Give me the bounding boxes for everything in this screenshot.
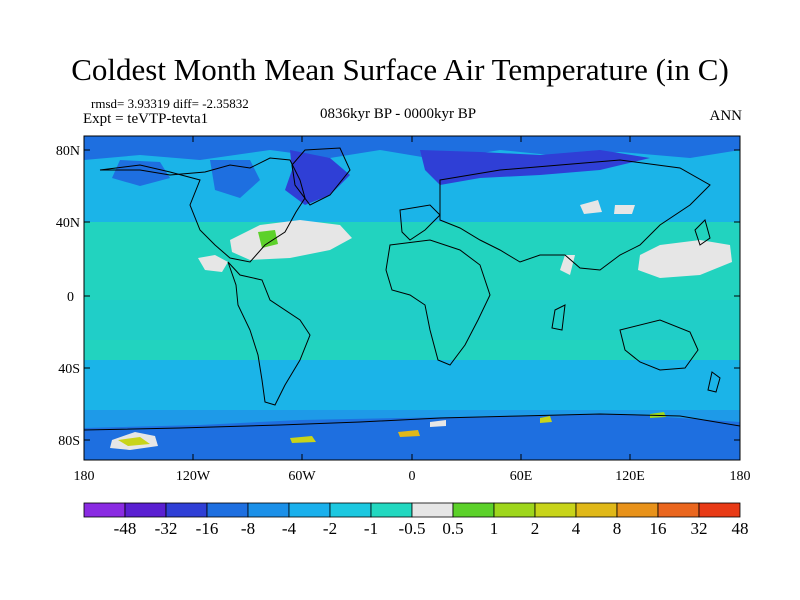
- lat-label-40n: 40N: [56, 216, 80, 231]
- australia-coast: [619, 319, 699, 371]
- warm-spot-us-east: [258, 230, 278, 248]
- colorbar: [83, 502, 741, 518]
- colorbar-label: 48: [732, 519, 749, 538]
- colorbar-swatch: [411, 502, 454, 518]
- greenland-coast: [291, 147, 351, 206]
- mongolia-neutral-region: [614, 205, 635, 214]
- colorbar-swatch: [83, 502, 126, 518]
- colorbar-swatch: [124, 502, 167, 518]
- canada-cold-region: [210, 160, 260, 198]
- africa-coast: [385, 239, 491, 366]
- ross-sea-warm-spot: [118, 437, 150, 446]
- lon-label-120e: 120E: [615, 469, 645, 484]
- central-asia-neutral-region: [580, 200, 602, 214]
- colorbar-label: -8: [241, 519, 255, 538]
- colorbar-label: 16: [650, 519, 667, 538]
- lon-label-180-right: 180: [730, 469, 751, 484]
- colorbar-label: -48: [114, 519, 137, 538]
- colorbar-label: 2: [531, 519, 540, 538]
- east-antarctica-warm-spot: [398, 430, 420, 437]
- queen-maud-neutral-spot: [430, 420, 446, 427]
- colorbar-label: 8: [613, 519, 622, 538]
- colorbar-swatch: [534, 502, 577, 518]
- colorbar-swatch: [493, 502, 536, 518]
- coastlines: [84, 147, 740, 431]
- lon-label-180-left: 180: [74, 469, 95, 484]
- west-pacific-neutral-region: [638, 240, 732, 278]
- colorbar-swatch: [452, 502, 495, 518]
- colorbar-label: 4: [572, 519, 581, 538]
- colorbar-swatch: [247, 502, 290, 518]
- colorbar-swatch: [698, 502, 741, 518]
- colorbar-label: -0.5: [399, 519, 426, 538]
- colorbar-swatch: [616, 502, 659, 518]
- antarctica-coast: [84, 413, 740, 431]
- colorbar-label: -4: [282, 519, 297, 538]
- stats-text: rmsd= 3.93319 diff= -2.35832: [91, 96, 249, 111]
- chart-title: Coldest Month Mean Surface Air Temperatu…: [71, 52, 729, 87]
- colorbar-label: -16: [196, 519, 219, 538]
- colorbar-label: -32: [155, 519, 178, 538]
- colorbar-swatch: [165, 502, 208, 518]
- madagascar-coast: [551, 304, 566, 331]
- colorbar-swatch: [288, 502, 331, 518]
- japan-coast: [694, 219, 711, 246]
- south-america-coast: [227, 261, 311, 406]
- colorbar-label: -2: [323, 519, 337, 538]
- colorbar-swatch: [329, 502, 372, 518]
- colorbar-label: 0.5: [442, 519, 463, 538]
- colorbar-labels: -48 -32 -16 -8 -4 -2 -1 -0.5 0.5 1 2 4 8 16 32 48: [114, 519, 749, 538]
- equatorial-band: [84, 300, 740, 340]
- gulf-neutral-region: [198, 255, 228, 272]
- temperature-field: [84, 136, 740, 460]
- period-label: 0836kyr BP - 0000kyr BP: [320, 106, 477, 122]
- colorbar-label: 1: [490, 519, 499, 538]
- lat-ticks: [84, 149, 740, 441]
- amery-warm-spot: [540, 416, 552, 423]
- new-zealand-coast: [707, 371, 721, 393]
- lat-label-80n: 80N: [56, 144, 80, 159]
- lon-label-60w: 60W: [288, 469, 316, 484]
- colorbar-swatch: [575, 502, 618, 518]
- lon-label-0: 0: [409, 469, 416, 484]
- greenland-cold-region: [285, 150, 350, 205]
- lat-label-40s: 40S: [58, 362, 80, 377]
- tropical-band: [84, 222, 740, 360]
- lat-label-0: 0: [67, 290, 74, 305]
- asia-coast: [439, 159, 711, 271]
- lat-label-80s: 80S: [58, 434, 80, 449]
- lon-label-60e: 60E: [510, 469, 533, 484]
- colorbar-label: -1: [364, 519, 378, 538]
- season-label: ANN: [709, 108, 743, 124]
- colorbar-swatch: [370, 502, 413, 518]
- colorbar-label: 32: [691, 519, 708, 538]
- colorbar-swatch: [657, 502, 700, 518]
- north-america-coast: [99, 157, 306, 263]
- experiment-label: Expt = teVTP-tevta1: [83, 111, 209, 127]
- weddell-warm-spot: [290, 436, 316, 443]
- europe-coast: [399, 204, 441, 241]
- lon-label-120w: 120W: [176, 469, 211, 484]
- lon-ticks: [192, 136, 631, 460]
- colorbar-swatch: [206, 502, 249, 518]
